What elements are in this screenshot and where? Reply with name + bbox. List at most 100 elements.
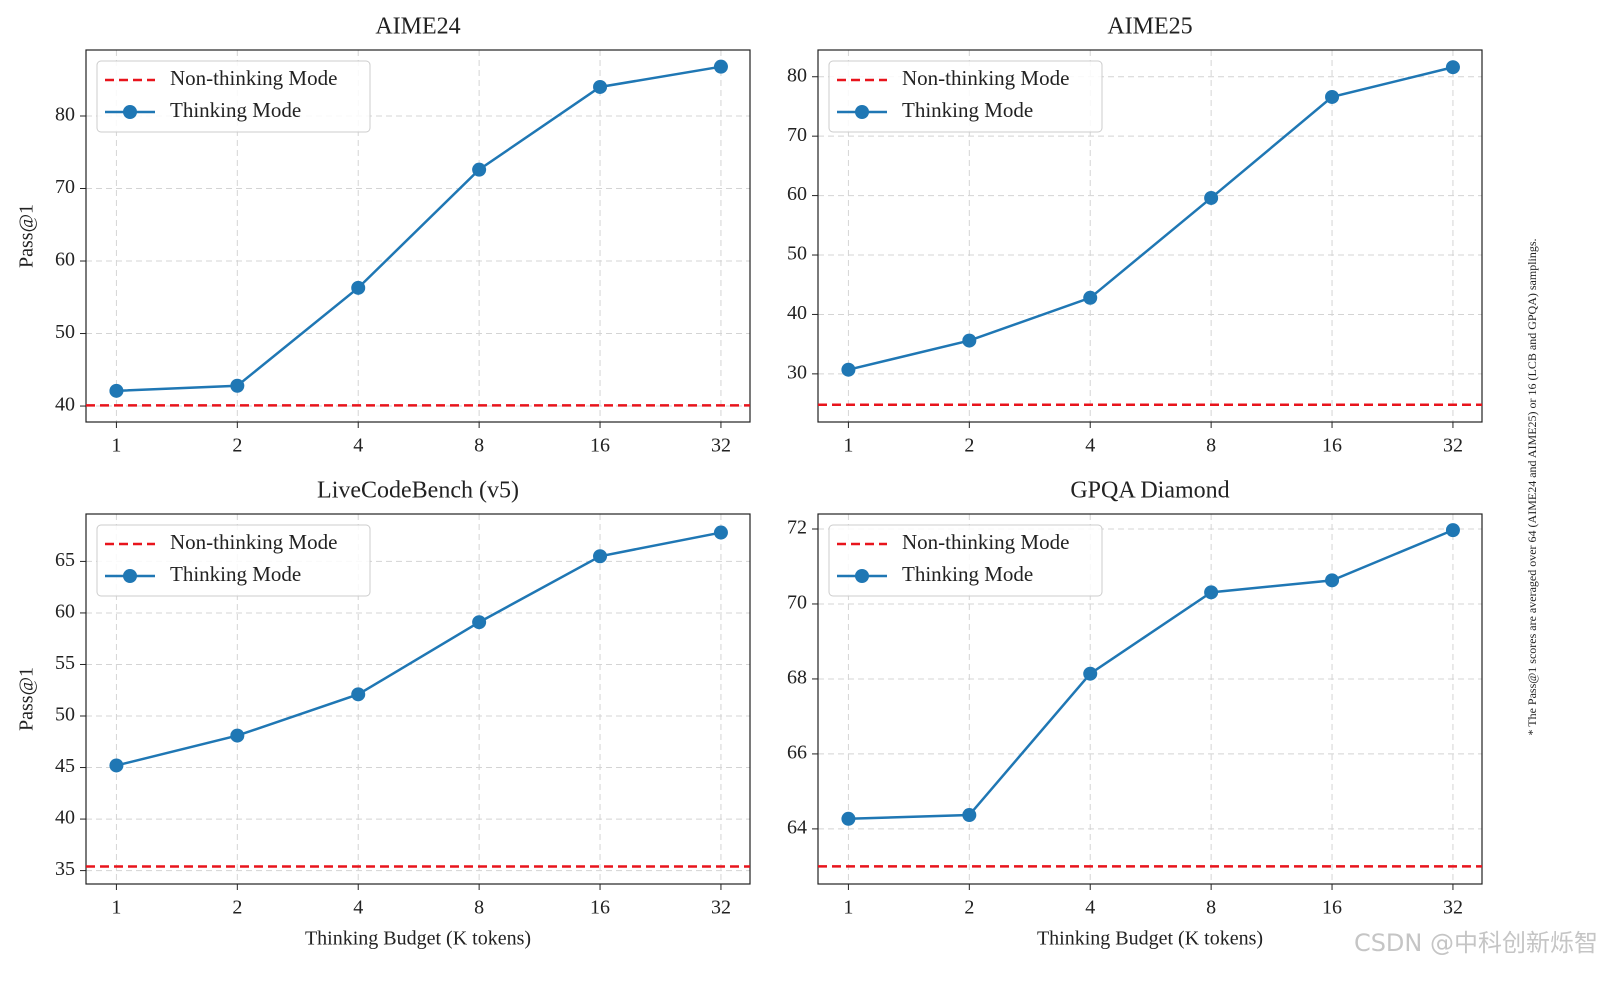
series-line <box>848 66 1454 371</box>
data-point <box>1204 190 1219 205</box>
data-point <box>109 758 124 773</box>
legend-box <box>96 524 371 597</box>
legend-box <box>828 524 1103 597</box>
plot-frame <box>85 513 751 885</box>
y-tick-label: 64 <box>787 816 807 838</box>
series-line <box>848 528 1454 821</box>
x-tick-label: 2 <box>232 897 242 919</box>
data-point <box>1083 290 1098 305</box>
legend-box <box>828 60 1103 133</box>
x-tick-label: 8 <box>474 435 484 457</box>
data-point <box>962 808 977 823</box>
series-line <box>116 531 722 767</box>
legend-label: Non-thinking Mode <box>902 530 1069 554</box>
data-point <box>841 811 856 826</box>
y-tick-label: 50 <box>55 704 75 726</box>
x-tick-label: 8 <box>1206 435 1216 457</box>
y-tick-label: 68 <box>787 667 807 689</box>
x-tick-label: 1 <box>843 435 853 457</box>
x-tick-label: 2 <box>232 435 242 457</box>
data-point <box>351 687 366 702</box>
data-point <box>1325 573 1340 588</box>
y-tick-label: 72 <box>787 517 807 539</box>
legend-label: Non-thinking Mode <box>170 66 337 90</box>
data-point <box>109 383 124 398</box>
data-point <box>1445 523 1460 538</box>
x-axis-label: Thinking Budget (K tokens) <box>305 928 531 950</box>
x-tick-label: 8 <box>474 897 484 919</box>
chart-title: AIME24 <box>375 14 460 40</box>
data-point <box>472 162 487 177</box>
y-tick-label: 70 <box>55 176 75 198</box>
x-tick-label: 4 <box>1085 897 1095 919</box>
chart-title: GPQA Diamond <box>1070 478 1229 504</box>
y-tick-label: 55 <box>55 652 75 674</box>
y-tick-label: 70 <box>787 592 807 614</box>
data-point <box>1204 585 1219 600</box>
y-tick-label: 50 <box>55 321 75 343</box>
y-axis-label: Pass@1 <box>16 204 38 268</box>
plot-frame <box>85 49 751 423</box>
x-tick-label: 32 <box>1443 435 1463 457</box>
y-tick-label: 40 <box>55 807 75 829</box>
legend-label: Thinking Mode <box>170 562 301 586</box>
y-axis-label: Pass@1 <box>16 667 38 731</box>
y-tick-label: 65 <box>55 549 75 571</box>
y-tick-label: 80 <box>787 64 807 86</box>
y-tick-label: 60 <box>55 249 75 271</box>
chart-title: AIME25 <box>1107 14 1192 40</box>
data-point <box>351 280 366 295</box>
x-tick-label: 32 <box>711 435 731 457</box>
watermark: CSDN @中科创新烁智 <box>1354 929 1598 957</box>
data-point <box>593 79 608 94</box>
data-point <box>713 525 728 540</box>
plot-frame <box>817 49 1483 423</box>
y-tick-label: 60 <box>787 183 807 205</box>
y-tick-label: 35 <box>55 858 75 880</box>
x-tick-label: 4 <box>353 897 363 919</box>
x-tick-label: 8 <box>1206 897 1216 919</box>
legend-box <box>96 60 371 133</box>
x-tick-label: 32 <box>711 897 731 919</box>
y-tick-label: 50 <box>787 243 807 265</box>
legend-label: Thinking Mode <box>170 98 301 122</box>
data-point <box>230 378 245 393</box>
data-point <box>713 59 728 74</box>
series-line <box>116 65 722 393</box>
data-point <box>593 549 608 564</box>
x-axis-label: Thinking Budget (K tokens) <box>1037 928 1263 950</box>
data-point <box>230 728 245 743</box>
chart-title: LiveCodeBench (v5) <box>317 478 519 504</box>
data-point <box>1325 89 1340 104</box>
x-tick-label: 1 <box>111 897 121 919</box>
legend-label: Non-thinking Mode <box>170 530 337 554</box>
x-tick-label: 32 <box>1443 897 1463 919</box>
data-point <box>1445 60 1460 75</box>
y-tick-label: 60 <box>55 601 75 623</box>
y-tick-label: 80 <box>55 104 75 126</box>
x-tick-label: 1 <box>843 897 853 919</box>
y-tick-label: 40 <box>787 302 807 324</box>
y-tick-label: 66 <box>787 742 807 764</box>
data-point <box>1083 666 1098 681</box>
footnote: * The Pass@1 scores are averaged over 64… <box>1525 238 1539 735</box>
legend-label: Thinking Mode <box>902 562 1033 586</box>
y-tick-label: 45 <box>55 755 75 777</box>
x-tick-label: 16 <box>1322 435 1342 457</box>
x-tick-label: 1 <box>111 435 121 457</box>
legend-label: Thinking Mode <box>902 98 1033 122</box>
y-tick-label: 70 <box>787 124 807 146</box>
legend-marker <box>855 105 869 119</box>
data-point <box>472 615 487 630</box>
y-tick-label: 30 <box>787 361 807 383</box>
legend-marker <box>123 569 137 583</box>
legend-marker <box>123 105 137 119</box>
x-tick-label: 4 <box>1085 435 1095 457</box>
legend-marker <box>855 569 869 583</box>
y-tick-label: 40 <box>55 394 75 416</box>
x-tick-label: 16 <box>1322 897 1342 919</box>
data-point <box>841 362 856 377</box>
data-point <box>962 333 977 348</box>
x-tick-label: 16 <box>590 435 610 457</box>
